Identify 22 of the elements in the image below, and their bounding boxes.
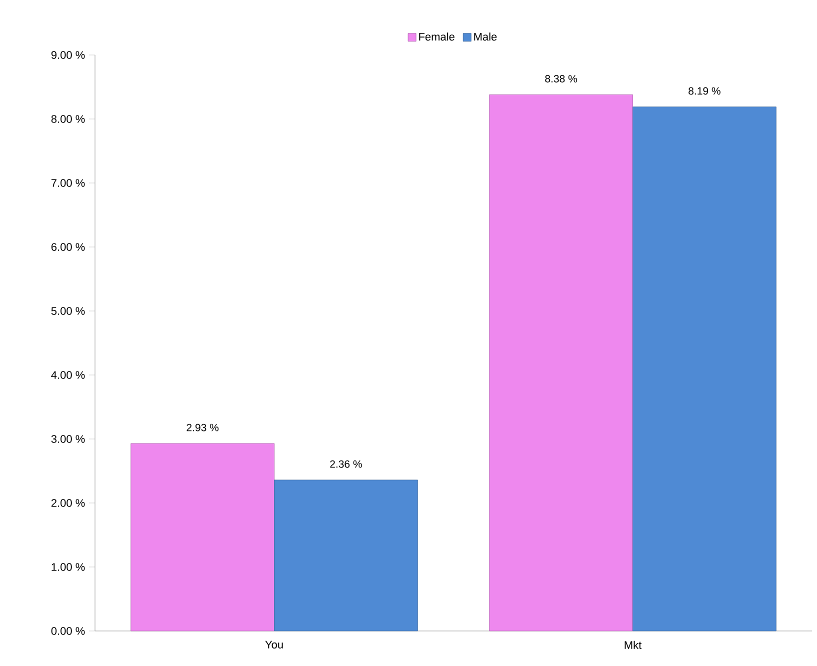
bar [130, 443, 274, 632]
data-label: 2.36 % [330, 460, 362, 468]
y-tick-label: 0.00 % [51, 627, 85, 635]
y-tick-label: 6.00 % [51, 243, 85, 251]
legend-label: Female [419, 32, 454, 41]
x-tick-label: Mkt [624, 640, 642, 649]
data-label: 8.38 % [545, 75, 578, 82]
y-tick-label: 9.00 % [51, 51, 85, 59]
y-tick-label: 5.00 % [51, 307, 85, 315]
bar [632, 106, 776, 632]
data-label: 2.93 % [186, 424, 219, 432]
y-tick-label: 1.00 % [52, 563, 85, 571]
bar [489, 94, 633, 632]
y-tick-label: 8.00 % [51, 115, 85, 123]
y-tick-label: 4.00 % [51, 371, 85, 379]
y-tick-label: 2.00 % [51, 499, 85, 507]
x-tick-label: You [265, 640, 283, 649]
bar [274, 480, 418, 632]
data-label: 8.19 % [688, 87, 720, 95]
y-tick-label: 7.00 % [51, 179, 85, 187]
legend-label: Male [474, 32, 497, 41]
y-tick-label: 3.00 % [51, 435, 85, 443]
